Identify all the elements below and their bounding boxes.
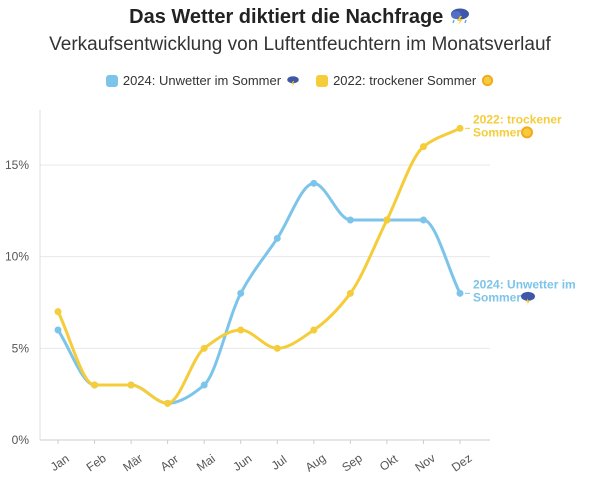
x-tick-label: Mai [194,451,218,474]
data-point-2022 [383,216,391,224]
data-point-2022 [127,381,135,389]
grid-layer [40,164,490,441]
chart-title: Das Wetter diktiert die Nachfrage [0,6,600,29]
x-tick-label: Dez [449,451,475,475]
y-tick-label: 15% [5,158,29,172]
x-tick-label: Jun [230,451,254,474]
sun-icon [521,126,533,139]
chart-subtitle: Verkaufsentwicklung von Luftentfeuchtern… [49,34,551,55]
data-point-2024 [200,381,208,389]
data-point-2024 [237,289,245,297]
y-tick-label: 5% [12,341,30,355]
data-point-2022 [54,308,62,316]
x-tick-label: Jul [269,453,290,473]
chart-title-text: Das Wetter diktiert die Nachfrage [129,6,444,28]
legend-label-2022: 2022: trockener Sommer [333,73,477,88]
data-point-2022 [273,344,281,352]
data-point-2022 [456,124,464,132]
series-line-2022 [56,126,461,405]
legend-item-2022[interactable]: 2022: trockener Sommer [316,73,494,88]
storm-cloud-icon-body [521,291,535,301]
chart-legend: 2024: Unwetter im Sommer 2022: trockener… [0,73,600,88]
end-label-line1-2024: 2024: Unwetter im [473,277,576,291]
x-tick-label: Aug [303,451,329,475]
data-point-2024 [346,216,354,224]
data-point-2024 [419,216,427,224]
x-tick-label: Apr [158,452,181,474]
data-point-2022 [237,326,245,334]
storm-cloud-icon [287,75,299,87]
data-point-2024 [54,326,62,334]
x-tick-label: Nov [412,451,438,475]
end-label-line2-2024: Sommer [473,290,521,304]
sun-icon-inner [523,128,531,137]
legend-swatch-2022 [316,74,329,87]
storm-cloud-icon [450,8,469,25]
y-tick-label: 10% [5,250,29,264]
end-label-line1-2022: 2022: trockener [473,112,562,126]
data-point-2024 [273,234,281,242]
legend-label-2024: 2024: Unwetter im Sommer [122,73,282,88]
data-point-2024 [310,179,318,187]
x-tick-label: Jan [48,451,72,474]
data-point-2022 [164,399,172,407]
x-tick-label: Sep [339,451,365,475]
series-line-2024 [56,181,462,405]
y-tick-label: 0% [12,433,30,447]
data-point-2022 [200,344,208,352]
data-point-2022 [346,289,354,297]
end-label-line2-2022: Sommer [473,125,521,139]
data-point-2022 [91,381,99,389]
x-tick-label: Feb [84,451,109,475]
data-point-2022 [310,326,318,334]
series-layer [54,124,464,407]
data-point-2022 [419,143,427,151]
data-point-2024 [456,289,464,297]
legend-item-2024[interactable]: 2024: Unwetter im Sommer [105,73,300,88]
x-tick-label: Okt [377,451,401,474]
x-tick-label: Mär [120,451,145,474]
legend-swatch-2024 [105,74,118,87]
storm-cloud-icon [521,291,535,306]
sun-icon [482,74,494,87]
storm-cloud-icon-bolt [526,298,530,306]
